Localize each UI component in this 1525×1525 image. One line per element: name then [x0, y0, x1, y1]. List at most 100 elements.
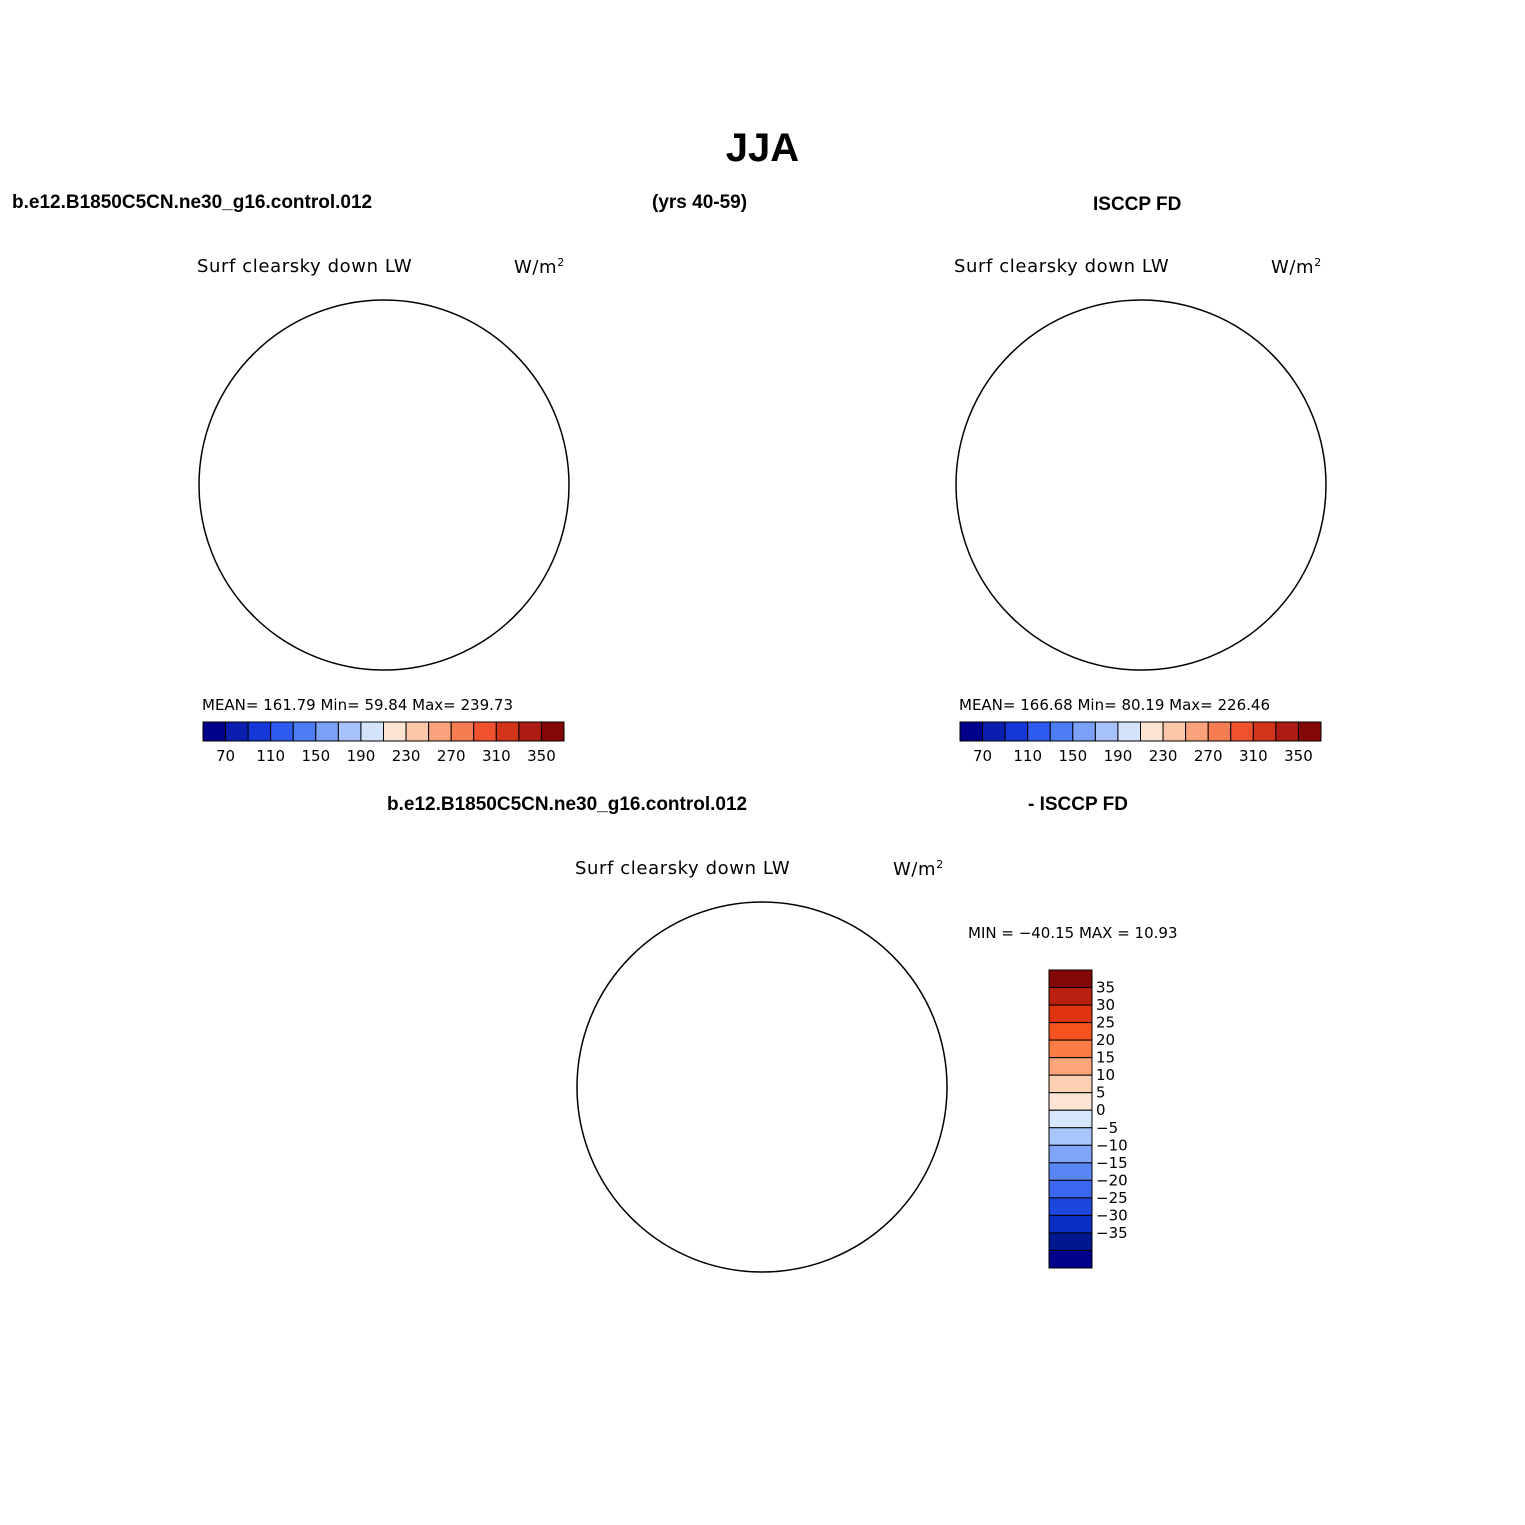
colorbar-obs-tick-label: 350	[1284, 747, 1313, 765]
panel-obs-units: W/m2	[1271, 256, 1322, 278]
colorbar-diff-tick-label: 15	[1096, 1049, 1115, 1067]
colorbar-obs-swatch	[1094, 721, 1119, 742]
colorbar-diff-swatch	[1048, 1162, 1093, 1181]
colorbar-diff-swatch	[1048, 1127, 1093, 1146]
colorbar-diff-swatch	[1048, 1232, 1093, 1251]
colorbar-diff-swatch	[1048, 1004, 1093, 1024]
panel-model-variable: Surf clearsky down LW	[197, 256, 413, 277]
colorbar-obs-swatch	[1027, 721, 1051, 742]
colorbar-obs-swatch	[1049, 721, 1074, 742]
colorbar-diff-swatch	[1048, 1249, 1093, 1269]
colorbar-diff-swatch	[1048, 1022, 1093, 1041]
colorbar-diff-swatch	[1048, 1197, 1093, 1216]
colorbar-model-swatch	[315, 721, 339, 742]
colorbar-obs-swatch	[1297, 721, 1322, 742]
colorbar-model-swatch	[337, 721, 362, 742]
colorbar-diff-tick-label: −5	[1096, 1119, 1118, 1137]
colorbar-obs-swatch	[959, 721, 984, 742]
colorbar-diff-tick-label: 10	[1096, 1066, 1115, 1084]
map-obs	[955, 299, 1327, 671]
map-diff	[576, 901, 948, 1273]
colorbar-diff-tick-label: −10	[1096, 1136, 1128, 1154]
colorbar-model-swatch	[405, 721, 430, 742]
diff-header-obs-name: - ISCCP FD	[1028, 794, 1128, 815]
colorbar-obs-tick-label: 270	[1194, 747, 1223, 765]
colorbar-obs-swatch	[1252, 721, 1277, 742]
colorbar-obs-swatch	[1140, 721, 1164, 742]
colorbar-diff-swatch	[1048, 1109, 1093, 1129]
colorbar-diff-tick-label: 0	[1096, 1101, 1106, 1119]
header-case-name: b.e12.B1850C5CN.ne30_g16.control.012	[12, 192, 373, 213]
colorbar-diff-swatch	[1048, 1092, 1093, 1111]
colorbar-diff-swatch	[1048, 1057, 1093, 1076]
colorbar-obs-swatch	[1207, 721, 1232, 742]
colorbar-diff-tick-label: −25	[1096, 1189, 1128, 1207]
colorbar-diff-tick-label: 25	[1096, 1014, 1115, 1032]
colorbar-diff-tick-label: −30	[1096, 1206, 1128, 1224]
colorbar-model-tick-label: 190	[347, 747, 376, 765]
diff-header-case-name: b.e12.B1850C5CN.ne30_g16.control.012	[387, 794, 748, 815]
colorbar-obs-tick-label: 110	[1013, 747, 1042, 765]
colorbar-model-swatch	[473, 721, 497, 742]
colorbar-diff-tick-label: −35	[1096, 1224, 1128, 1242]
panel-model-stats: MEAN= 161.79 Min= 59.84 Max= 239.73	[202, 696, 513, 714]
figure-title: JJA	[725, 126, 800, 170]
colorbar-model-swatch	[360, 721, 384, 742]
colorbar-obs-swatch	[1230, 721, 1254, 742]
colorbar-obs-tick-label: 190	[1104, 747, 1133, 765]
colorbar-model-tick-label: 350	[527, 747, 556, 765]
header-obs-name: ISCCP FD	[1093, 194, 1182, 215]
colorbar-diff-tick-label: 35	[1096, 979, 1115, 997]
colorbar-obs-swatch	[982, 721, 1006, 742]
colorbar-obs-swatch	[1072, 721, 1096, 742]
colorbar-model-swatch	[383, 721, 407, 742]
colorbar-diff-tick-label: 5	[1096, 1084, 1106, 1102]
colorbar-model-swatch	[202, 721, 227, 742]
colorbar-model-tick-label: 110	[256, 747, 285, 765]
colorbar-model-swatch	[292, 721, 317, 742]
colorbar-obs-swatch	[1004, 721, 1029, 742]
colorbar-diff-tick-label: 20	[1096, 1031, 1115, 1049]
panel-obs-variable: Surf clearsky down LW	[954, 256, 1170, 277]
colorbar-diff-swatch	[1048, 1214, 1093, 1234]
colorbar-model-swatch	[225, 721, 249, 742]
colorbar-model-swatch	[270, 721, 294, 742]
colorbar-obs-tick-label: 230	[1149, 747, 1178, 765]
panel-diff-variable: Surf clearsky down LW	[575, 858, 791, 879]
colorbar-obs-tick-label: 150	[1058, 747, 1087, 765]
colorbar-model-tick-label: 270	[437, 747, 466, 765]
colorbar-model-swatch	[450, 721, 475, 742]
colorbar-diff-swatch	[1048, 1144, 1093, 1164]
colorbar-obs-swatch	[1275, 721, 1299, 742]
colorbar-diff-swatch	[1048, 987, 1093, 1006]
colorbar-model-swatch	[428, 721, 452, 742]
panel-model-units: W/m2	[514, 256, 565, 278]
colorbar-obs-tick-label: 70	[973, 747, 992, 765]
colorbar-model-tick-label: 150	[301, 747, 330, 765]
colorbar-diff-swatch	[1048, 969, 1093, 989]
colorbar-model-swatch	[540, 721, 565, 742]
panel-diff-stats: MIN = −40.15 MAX = 10.93	[968, 924, 1178, 942]
map-model	[198, 299, 570, 671]
colorbar-diff-tick-label: −15	[1096, 1154, 1128, 1172]
colorbar-model-tick-label: 310	[482, 747, 511, 765]
panel-obs-stats: MEAN= 166.68 Min= 80.19 Max= 226.46	[959, 696, 1270, 714]
colorbar-obs-swatch	[1185, 721, 1209, 742]
colorbar-diff-swatch	[1048, 1179, 1093, 1199]
colorbar-obs-swatch	[1162, 721, 1187, 742]
colorbar-model-swatch	[495, 721, 520, 742]
colorbar-obs: 70 110 150 190 230 270 310 350	[959, 721, 1322, 765]
colorbar-model-swatch	[518, 721, 542, 742]
colorbar-model-tick-label: 230	[392, 747, 421, 765]
colorbar-obs-swatch	[1117, 721, 1141, 742]
colorbar-model-swatch	[247, 721, 272, 742]
panel-diff-units: W/m2	[893, 858, 944, 880]
colorbar-diff-tick-label: 30	[1096, 996, 1115, 1014]
colorbar-diff-swatch	[1048, 1039, 1093, 1059]
header-years: (yrs 40-59)	[652, 192, 748, 213]
colorbar-diff-tick-label: −20	[1096, 1171, 1128, 1189]
colorbar-obs-tick-label: 310	[1239, 747, 1268, 765]
colorbar-model-tick-label: 70	[216, 747, 235, 765]
